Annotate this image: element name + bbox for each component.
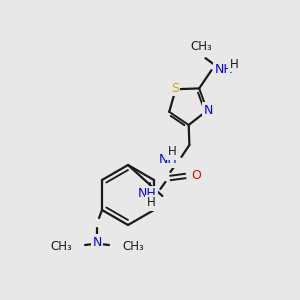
Text: CH₃: CH₃ [50, 241, 72, 254]
Text: NH: NH [138, 188, 156, 200]
Text: H: H [230, 58, 238, 71]
Text: NH: NH [159, 154, 177, 166]
Text: CH₃: CH₃ [190, 40, 212, 53]
Text: S: S [171, 82, 179, 95]
Text: CH₃: CH₃ [122, 241, 144, 254]
Text: H: H [168, 146, 176, 158]
Text: H: H [147, 196, 155, 209]
Text: N: N [203, 104, 213, 117]
Text: O: O [191, 169, 201, 182]
Text: NH: NH [214, 63, 233, 76]
Text: N: N [92, 236, 102, 248]
